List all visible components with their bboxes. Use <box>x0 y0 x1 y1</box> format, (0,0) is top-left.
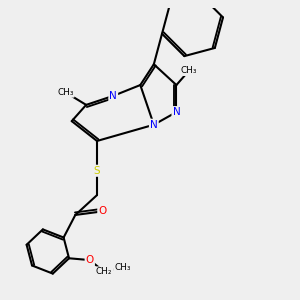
Text: CH₃: CH₃ <box>57 88 74 97</box>
Text: S: S <box>94 166 100 176</box>
Text: CH₂: CH₂ <box>96 267 112 276</box>
Text: CH₃: CH₃ <box>181 66 197 75</box>
Text: N: N <box>110 91 117 101</box>
Text: N: N <box>150 120 158 130</box>
Text: O: O <box>98 206 106 216</box>
Text: CH₃: CH₃ <box>114 263 130 272</box>
Text: N: N <box>172 107 180 117</box>
Text: O: O <box>85 255 94 265</box>
